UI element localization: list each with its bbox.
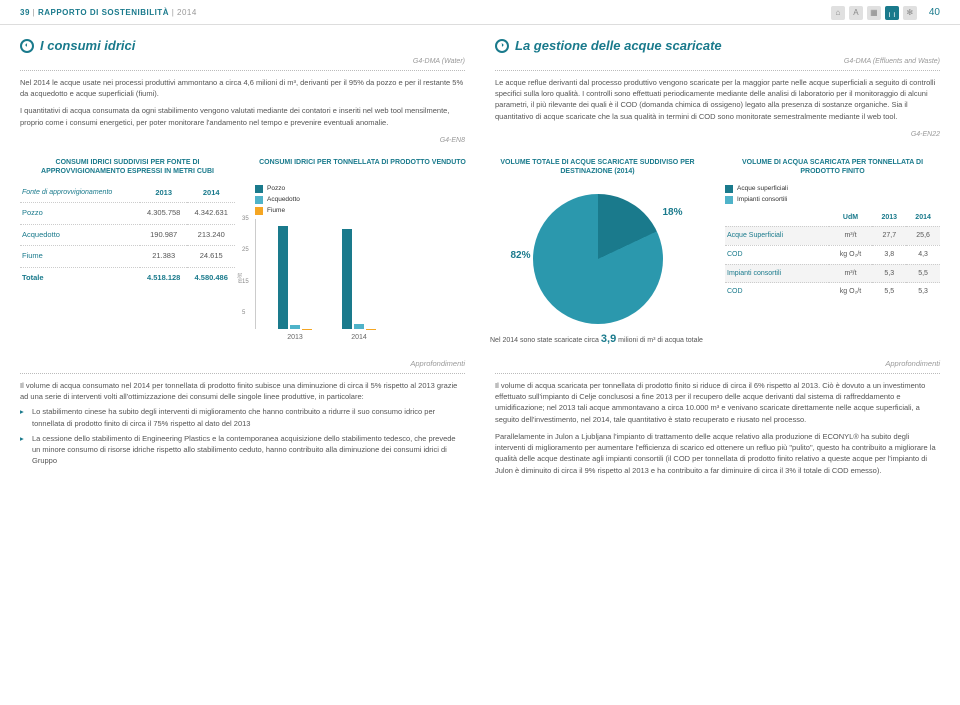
header-page-right: 40 [929,6,940,20]
appr-left: Approfondimenti Il volume di acqua consu… [20,359,465,476]
page-header: 39 | RAPPORTO DI SOSTENIBILITÀ | 2014 ⌂ … [0,0,960,25]
appr-right-p2: Parallelamente in Julon a Ljubljana l'im… [495,431,940,476]
right-title: ◑ La gestione delle acque scaricate [495,37,940,55]
divider [495,70,940,71]
barchart-block: Pozzo Acquedotto Fiume m³/t 515253520132… [255,184,470,329]
th-source: Fonte di approvvigionamento [20,184,140,203]
intro-row: ◐ I consumi idrici G4-DMA (Water) Nel 20… [0,25,960,158]
legend-item: Acquedotto [255,195,470,204]
right-en: G4-EN22 [495,130,940,140]
swatch [255,196,263,204]
th-2013: 2013 [140,184,188,203]
left-title: ◐ I consumi idrici [20,37,465,55]
left-en: G4-EN8 [20,136,465,146]
table-row: CODkg O₂/t3,84,3 [725,245,940,264]
table-row: Acquedotto190.987213.240 [20,224,235,246]
appr-title-l: Approfondimenti [20,359,465,370]
left-p1: Nel 2014 le acque usate nei processi pro… [20,77,465,100]
left-gri: G4-DMA (Water) [20,57,465,67]
bar-legend: Pozzo Acquedotto Fiume [255,184,470,215]
pie-svg [533,194,663,324]
water-icon: ◐ [20,39,34,53]
appr-left-p: Il volume di acqua consumato nel 2014 pe… [20,380,465,403]
chart-icon[interactable]: ╷╷ [885,6,899,20]
left-p2: I quantitativi di acqua consumata da ogn… [20,105,465,128]
appr-right-p1: Il volume di acqua scaricata per tonnell… [495,380,940,425]
table-row-total: Totale4.518.1284.580.486 [20,267,235,288]
table2-block: Acque superficiali Impianti consortili U… [725,184,940,301]
table1-block: Fonte di approvvigionamento 2013 2014 Po… [20,184,235,289]
effluent-icon: ◑ [495,39,509,53]
bar-chart: m³/t 515253520132014 [255,219,470,329]
divider [495,373,940,374]
divider [20,70,465,71]
swatch [725,196,733,204]
th-2014: 2014 [187,184,235,203]
header-year: 2014 [177,8,197,17]
header-right: ⌂ A ▦ ╷╷ ✻ 40 [831,6,940,20]
charts-row: Fonte di approvvigionamento 2013 2014 Po… [0,176,960,353]
appr-right: Approfondimenti Il volume di acqua scari… [495,359,940,476]
discharge-table: UdM20132014 Acque Superficialim³/t27,725… [725,210,940,301]
swatch [255,207,263,215]
legend-item: Fiume [255,206,470,215]
subhead-3: VOLUME TOTALE DI ACQUE SCARICATE SUDDIVI… [490,158,705,176]
t2-legend: Acque superficiali Impianti consortili [725,184,940,204]
approfondimenti-row: Approfondimenti Il volume di acqua consu… [0,353,960,486]
appr-bullet-2: La cessione dello stabilimento di Engine… [20,433,465,467]
right-gri: G4-DMA (Effluents and Waste) [495,57,940,67]
legend-item: Acque superficiali [725,184,940,193]
pie-label-82: 82% [511,249,531,263]
pie-chart: 82% 18% [533,194,663,324]
pie-block: 82% 18% Nel 2014 sono state scaricate ci… [490,184,705,347]
subhead-2: CONSUMI IDRICI PER TONNELLATA DI PRODOTT… [255,158,470,176]
header-left: 39 | RAPPORTO DI SOSTENIBILITÀ | 2014 [20,7,197,18]
table-row: UdM20132014 [725,210,940,226]
gear-icon[interactable]: ✻ [903,6,917,20]
table-row: Fiume21.38324.615 [20,246,235,268]
subhead-row: CONSUMI IDRICI SUDDIVISI PER FONTE DI AP… [0,158,960,176]
header-page-left: 39 [20,8,30,17]
text-icon[interactable]: A [849,6,863,20]
legend-item: Impianti consortili [725,195,940,204]
divider [20,373,465,374]
legend-item: Pozzo [255,184,470,193]
swatch [255,185,263,193]
table-row: Impianti consortilim³/t5,35,5 [725,264,940,283]
pie-note: Nel 2014 sono state scaricate circa 3,9 … [490,332,705,347]
grid-icon[interactable]: ▦ [867,6,881,20]
home-icon[interactable]: ⌂ [831,6,845,20]
appr-title-r: Approfondimenti [495,359,940,370]
appr-bullet-1: Lo stabilimento cinese ha subito degli i… [20,406,465,429]
left-title-text: I consumi idrici [40,37,135,55]
left-col: ◐ I consumi idrici G4-DMA (Water) Nel 20… [20,37,465,150]
table-row: Acque Superficialim³/t27,725,6 [725,226,940,245]
source-table: Fonte di approvvigionamento 2013 2014 Po… [20,184,235,289]
subhead-1: CONSUMI IDRICI SUDDIVISI PER FONTE DI AP… [20,158,235,176]
table-row: CODkg O₂/t5,55,3 [725,283,940,301]
right-p1: Le acque reflue derivanti dal processo p… [495,77,940,122]
right-title-text: La gestione delle acque scaricate [515,37,722,55]
right-col: ◑ La gestione delle acque scaricate G4-D… [495,37,940,150]
swatch [725,185,733,193]
subhead-4: VOLUME DI ACQUA SCARICATA PER TONNELLATA… [725,158,940,176]
pie-label-18: 18% [662,206,682,220]
header-title: RAPPORTO DI SOSTENIBILITÀ [38,8,169,17]
table-row: Pozzo4.305.7584.342.631 [20,203,235,225]
table-row: Fonte di approvvigionamento 2013 2014 [20,184,235,203]
